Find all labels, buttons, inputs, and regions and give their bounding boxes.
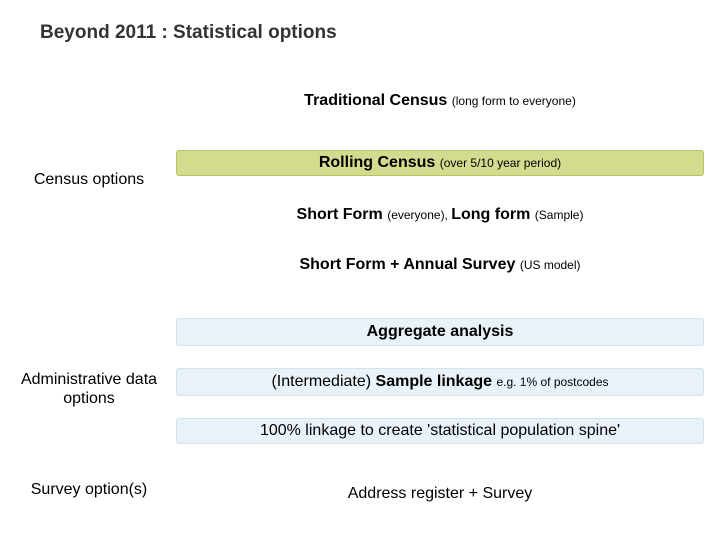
- survey-row-0: Address register + Survey: [180, 485, 700, 503]
- census-row-0-text: Traditional Census (long form to everyon…: [304, 92, 576, 109]
- census-row-0: Traditional Census (long form to everyon…: [180, 92, 700, 110]
- admin-row-2: 100% linkage to create 'statistical popu…: [176, 418, 704, 444]
- admin-row-1: (Intermediate) Sample linkage e.g. 1% of…: [176, 368, 704, 396]
- section-label-census: Census options: [14, 170, 164, 189]
- census-row-1-text: Rolling Census (over 5/10 year period): [319, 154, 561, 172]
- census-row-2-text: Short Form (everyone), Long form (Sample…: [297, 206, 584, 223]
- survey-row-0-text: Address register + Survey: [348, 485, 533, 502]
- census-row-2: Short Form (everyone), Long form (Sample…: [180, 206, 700, 224]
- admin-row-1-text: (Intermediate) Sample linkage e.g. 1% of…: [271, 373, 608, 391]
- section-label-admin: Administrative data options: [14, 370, 164, 408]
- admin-row-2-text: 100% linkage to create 'statistical popu…: [260, 422, 620, 440]
- census-row-3-text: Short Form + Annual Survey (US model): [299, 256, 580, 273]
- page-title: Beyond 2011 : Statistical options: [40, 22, 337, 44]
- admin-row-0: Aggregate analysis: [176, 318, 704, 346]
- census-row-1: Rolling Census (over 5/10 year period): [176, 150, 704, 176]
- census-row-3: Short Form + Annual Survey (US model): [180, 256, 700, 274]
- admin-row-0-text: Aggregate analysis: [367, 323, 514, 341]
- section-label-survey: Survey option(s): [14, 480, 164, 499]
